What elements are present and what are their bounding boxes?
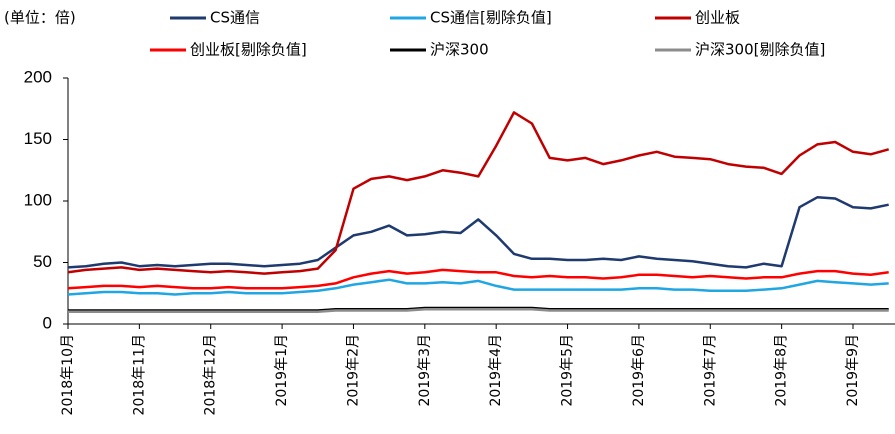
series-line (67, 268, 889, 290)
x-tick-label: 2019年4月 (488, 334, 504, 407)
y-tick-label: 0 (43, 313, 52, 332)
legend-label: 沪深300 (430, 41, 489, 59)
x-tick-label: 2019年6月 (631, 334, 647, 407)
x-tick-label: 2019年2月 (345, 334, 361, 407)
legend-label: CS通信 (210, 9, 260, 27)
series-line (67, 196, 889, 269)
legend-label: CS通信[剔除负值] (430, 9, 552, 27)
series-line (68, 307, 889, 313)
x-tick-label: 2019年7月 (702, 334, 718, 407)
x-tick-label: 2019年5月 (560, 334, 576, 407)
legend-label: 沪深300[剔除负值] (695, 41, 825, 59)
x-tick-label: 2019年1月 (274, 334, 290, 407)
y-tick-label: 150 (24, 129, 52, 148)
x-tick-label: 2018年11月 (131, 334, 147, 415)
legend-label: 创业板[剔除负值] (190, 41, 307, 59)
y-axis-label: (单位：倍) (4, 9, 76, 27)
x-tick-label: 2019年3月 (417, 334, 433, 407)
legend-label: 创业板 (695, 9, 740, 27)
series-line (67, 278, 889, 296)
series-line (67, 111, 890, 275)
x-tick-label: 2018年12月 (203, 334, 219, 415)
x-tick-label: 2018年10月 (60, 334, 76, 415)
x-tick-label: 2019年9月 (845, 334, 861, 407)
y-tick-label: 200 (24, 67, 52, 86)
y-tick-label: 50 (33, 252, 52, 271)
y-tick-label: 100 (24, 190, 52, 209)
x-tick-label: 2019年8月 (774, 334, 790, 407)
